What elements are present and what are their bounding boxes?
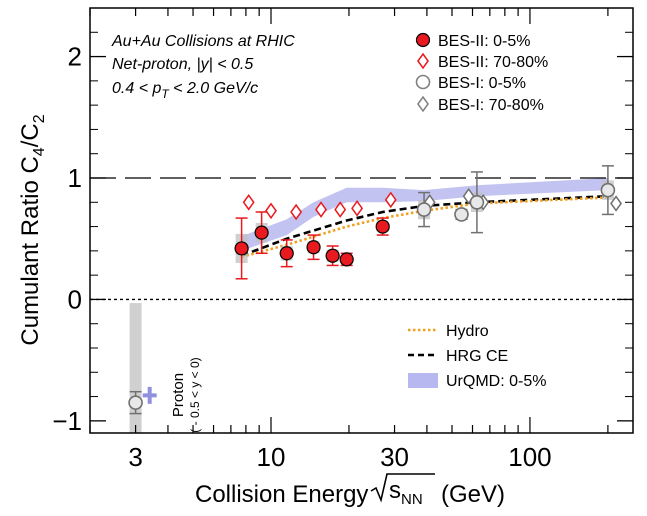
axes-layer: −1 0 1 2 3 10 30 100 bbox=[52, 7, 634, 472]
svg-text:Cumulant Ratio C4/C2: Cumulant Ratio C4/C2 bbox=[17, 114, 48, 345]
x-tick-label-0: 3 bbox=[128, 442, 142, 472]
legend: BES-II: 0-5% BES-II: 70-80% BES-I: 0-5% BES… bbox=[408, 32, 548, 390]
x-axis-title-sqrt-s: s bbox=[389, 477, 401, 504]
legend-item-1: BES-II: 70-80% bbox=[417, 52, 548, 71]
legend-item-4-label: Hydro bbox=[446, 323, 489, 340]
bes2-central-point-6 bbox=[375, 219, 390, 234]
legend-item-0-label: BES-II: 0-5% bbox=[438, 33, 530, 50]
bes2-peripheral-point-2 bbox=[290, 203, 303, 221]
x-tick-label-3: 100 bbox=[508, 442, 551, 472]
bes1-central-point-0 bbox=[128, 395, 143, 410]
reference-lines-layer bbox=[90, 177, 633, 301]
legend-item-4: Hydro bbox=[408, 323, 489, 340]
proton-label-text: Proton bbox=[170, 373, 187, 417]
legend-item-2-marker bbox=[415, 74, 431, 90]
annotation-collision-system: Au+Au Collisions at RHIC bbox=[111, 33, 295, 50]
bes2-peripheral-point-0 bbox=[242, 194, 255, 211]
legend-item-3-label: BES-I: 70-80% bbox=[438, 97, 544, 114]
bes2-central-point-2 bbox=[279, 246, 294, 261]
bes2-peripheral-point-5 bbox=[351, 200, 364, 217]
legend-item-2: BES-I: 0-5% bbox=[415, 74, 526, 92]
legend-item-3-marker bbox=[417, 95, 429, 113]
bes1-central-point-2 bbox=[454, 207, 469, 222]
legend-item-6-marker bbox=[408, 373, 438, 388]
y-tick-label-2: 1 bbox=[68, 163, 82, 193]
y-axis-title: Cumulant Ratio C4/C2 bbox=[17, 114, 48, 345]
bes2-central-point-1 bbox=[254, 225, 269, 240]
bes1-central-point-1 bbox=[416, 202, 432, 217]
bes2-peripheral-point-6 bbox=[384, 191, 397, 209]
bes2-peripheral-point-1 bbox=[265, 202, 277, 220]
y-tick-label-1: 0 bbox=[68, 284, 82, 314]
legend-item-1-marker bbox=[417, 52, 429, 70]
proton-label: Proton ( - 0.5 < y < 0) bbox=[170, 357, 202, 432]
x-axis-title-suffix: (GeV) bbox=[441, 481, 505, 508]
urqmd-band bbox=[241, 178, 608, 251]
svg-text:sNN: sNN bbox=[389, 477, 423, 508]
bes2-peripheral-point-4 bbox=[334, 201, 347, 218]
plot-frame bbox=[89, 7, 634, 434]
bes1-peripheral-point-3 bbox=[610, 195, 623, 212]
legend-item-5-label: HRG CE bbox=[446, 348, 508, 365]
bes1-central-point-3 bbox=[469, 194, 485, 210]
bes2-central-point-4 bbox=[325, 248, 340, 263]
proton-rapidity-text: ( - 0.5 < y < 0) bbox=[188, 357, 202, 432]
bes2-peripheral-point-3 bbox=[315, 201, 327, 218]
x-tick-label-2: 30 bbox=[380, 442, 409, 472]
legend-item-3: BES-I: 70-80% bbox=[417, 95, 544, 114]
x-axis-title: Collision Energy sNN (GeV) bbox=[195, 473, 505, 508]
legend-item-0-marker bbox=[415, 32, 431, 48]
x-axis-title-sub: NN bbox=[401, 491, 423, 508]
legend-item-6: UrQMD: 0-5% bbox=[408, 373, 546, 390]
sqrt-symbol bbox=[370, 473, 435, 503]
legend-item-0: BES-II: 0-5% bbox=[415, 32, 530, 50]
y-tick-label-3: 2 bbox=[68, 42, 82, 72]
bes2-central-point-3 bbox=[306, 240, 321, 255]
bes2-central-point-5 bbox=[339, 252, 354, 267]
y-tick-label-0: −1 bbox=[52, 406, 82, 436]
legend-item-5: HRG CE bbox=[408, 348, 508, 365]
annotation-pt-range: 0.4 < pT < 2.0 GeV/c bbox=[112, 80, 258, 101]
annotation-net-proton: Net-proton, |y| < 0.5 bbox=[112, 56, 253, 73]
legend-item-1-label: BES-II: 70-80% bbox=[438, 54, 548, 71]
x-tick-label-1: 10 bbox=[257, 442, 286, 472]
legend-item-2-label: BES-I: 0-5% bbox=[438, 75, 526, 92]
bes2-central-point-0 bbox=[234, 241, 249, 256]
x-axis-title-prefix: Collision Energy bbox=[195, 481, 368, 508]
legend-item-6-label: UrQMD: 0-5% bbox=[446, 373, 546, 390]
urqmd-band-layer bbox=[241, 178, 608, 251]
bes1-central-point-4 bbox=[600, 182, 616, 198]
data-points-layer bbox=[128, 165, 623, 433]
